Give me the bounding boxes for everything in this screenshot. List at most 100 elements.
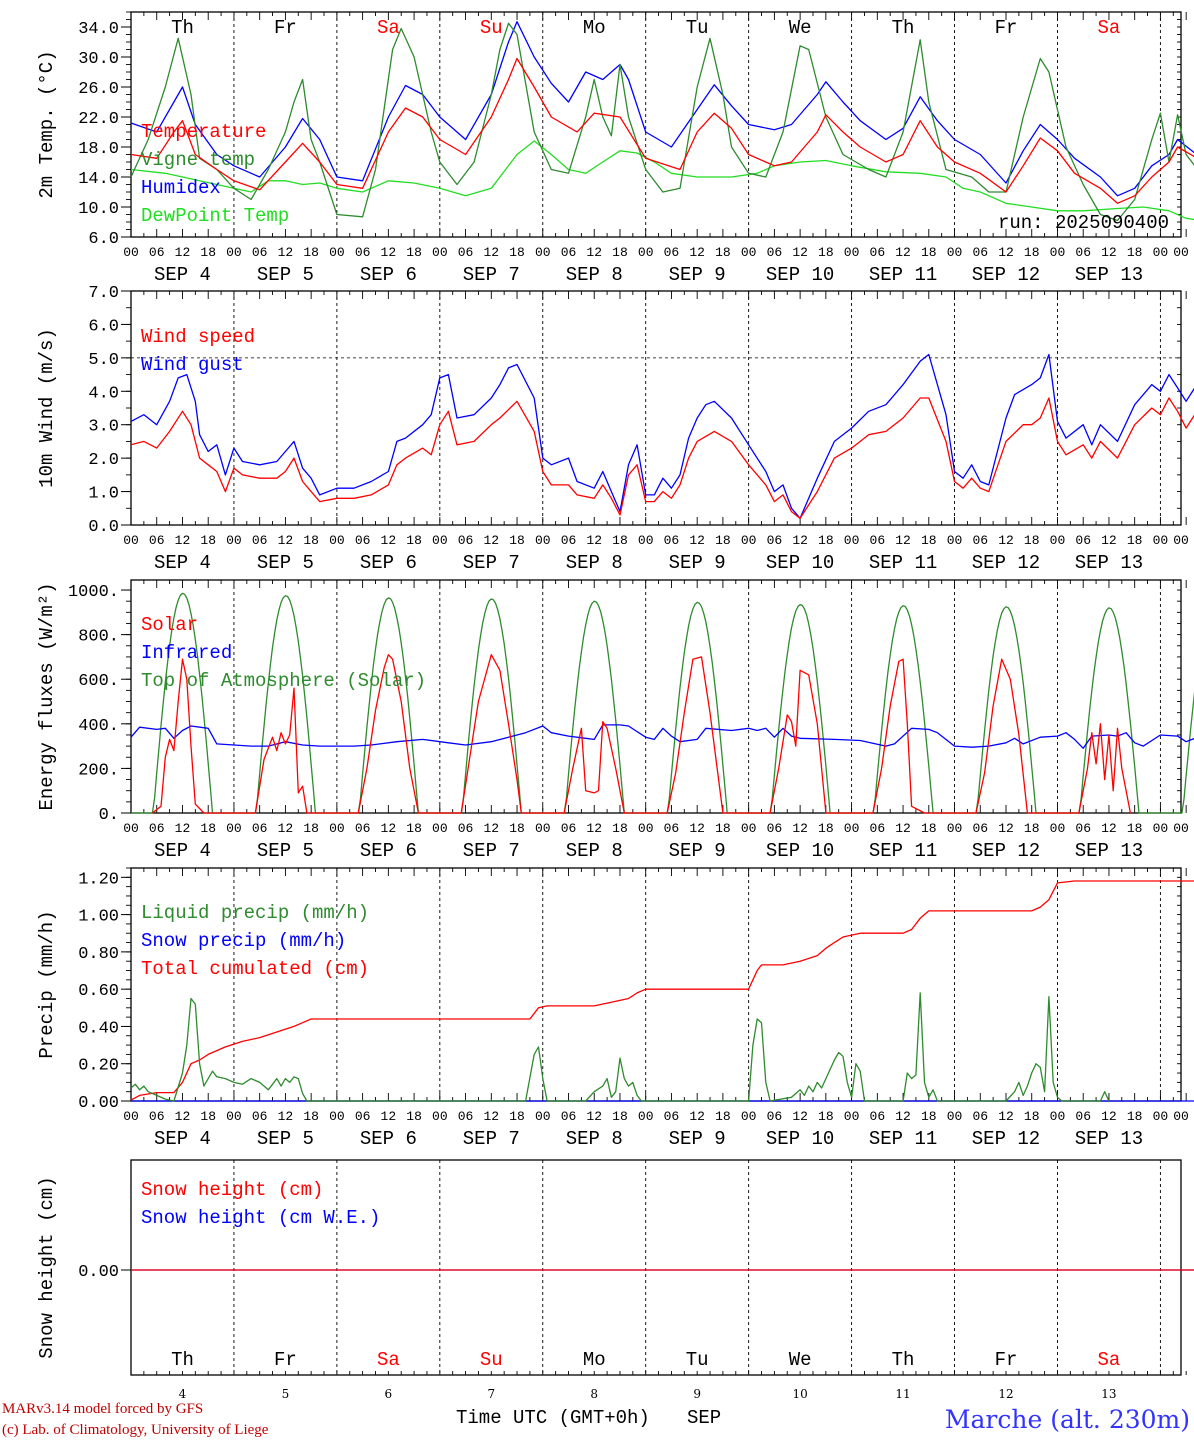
- day-name-label: Th: [892, 1349, 915, 1371]
- hour-label: 00: [1173, 533, 1189, 548]
- hour-label: 06: [355, 245, 371, 260]
- date-label: SEP 6: [360, 840, 417, 862]
- y-tick-label: 10.0: [78, 200, 119, 219]
- hour-label: 06: [972, 821, 988, 836]
- hour-label: 18: [715, 1109, 731, 1124]
- y-tick-label: 2.0: [88, 451, 119, 470]
- legend-entry: Temperature: [141, 121, 266, 143]
- hour-label: 06: [1075, 1109, 1091, 1124]
- hour-label: 18: [509, 1109, 525, 1124]
- hour-label: 00: [741, 1109, 757, 1124]
- hour-label: 00: [638, 245, 654, 260]
- legend-entry: Snow height (cm W.E.): [141, 1207, 380, 1229]
- hour-label: 00: [123, 533, 139, 548]
- hour-label: 12: [689, 533, 705, 548]
- date-label: SEP 7: [463, 552, 520, 574]
- hour-label: 06: [664, 245, 680, 260]
- hour-label: 06: [767, 821, 783, 836]
- hour-label: 18: [715, 533, 731, 548]
- series-line-dewpoint-temp: [130, 140, 1194, 221]
- hour-label: 18: [612, 533, 628, 548]
- hour-label: 18: [303, 533, 319, 548]
- hour-label: 18: [406, 821, 422, 836]
- hour-label: 06: [561, 245, 577, 260]
- hour-label: 12: [895, 1109, 911, 1124]
- hour-label: 12: [381, 821, 397, 836]
- hour-label: 06: [252, 821, 268, 836]
- hour-label: 00: [432, 245, 448, 260]
- hour-label: 00: [947, 245, 963, 260]
- hour-label: 06: [561, 1109, 577, 1124]
- run-annotation: run: 2025090400: [998, 212, 1169, 234]
- date-label: SEP 4: [154, 1128, 211, 1150]
- hour-label: 12: [278, 1109, 294, 1124]
- y-tick-label: 1.0: [88, 485, 119, 504]
- hour-label: 12: [175, 821, 191, 836]
- date-label: SEP 4: [154, 552, 211, 574]
- hour-label: 06: [870, 533, 886, 548]
- hour-label: 12: [895, 245, 911, 260]
- footer: MARv3.14 model forced by GFS (c) Lab. of…: [2, 1401, 1190, 1438]
- hour-label: 06: [149, 821, 165, 836]
- y-tick-label: 5.0: [88, 351, 119, 370]
- date-label: SEP 10: [766, 840, 834, 862]
- hour-label: 06: [355, 821, 371, 836]
- panel-4: 00 06 12 18 00 06 12 18 00 06 12 18 00 06 12 18 00 06 12 18…: [36, 867, 1194, 1150]
- hour-label: 12: [483, 245, 499, 260]
- hour-label: 06: [870, 245, 886, 260]
- hour-label: 12: [586, 1109, 602, 1124]
- day-name-label: Fr: [995, 1349, 1018, 1371]
- hour-label: 00: [226, 1109, 242, 1124]
- day-name-label: Tu: [686, 1349, 709, 1371]
- hour-label: 18: [715, 245, 731, 260]
- hour-label: 06: [972, 245, 988, 260]
- y-tick-label: 0.60: [78, 982, 119, 1001]
- date-label: SEP 8: [566, 1128, 623, 1150]
- legend-entry: DewPoint Temp: [141, 205, 289, 227]
- hour-label: 12: [792, 1109, 808, 1124]
- date-label: SEP 13: [1075, 264, 1143, 286]
- date-label: SEP 9: [669, 1128, 726, 1150]
- y-axis-label: 10m Wind (m/s): [36, 328, 58, 488]
- hour-label: 06: [355, 1109, 371, 1124]
- hour-label: 06: [1075, 821, 1091, 836]
- hour-label: 12: [586, 533, 602, 548]
- day-number: 9: [693, 1387, 701, 1401]
- hour-label: 18: [303, 245, 319, 260]
- day-name-label: Tu: [686, 17, 709, 39]
- y-tick-label: 6.0: [88, 317, 119, 336]
- date-label: SEP 7: [463, 264, 520, 286]
- y-tick-label: 400.: [78, 717, 119, 736]
- series-line-top-of-atmosphere-solar-: [131, 592, 1194, 814]
- hour-label: 18: [818, 245, 834, 260]
- date-label: SEP 10: [766, 1128, 834, 1150]
- date-label: SEP 5: [257, 840, 314, 862]
- hour-label: 06: [149, 533, 165, 548]
- hour-label: 00: [226, 533, 242, 548]
- legend-entry: Snow precip (mm/h): [141, 930, 346, 952]
- hour-label: 06: [252, 1109, 268, 1124]
- hour-label: 18: [715, 821, 731, 836]
- plot-frame: [130, 290, 1182, 526]
- legend-entry: Wind gust: [141, 354, 244, 376]
- hour-label: 00: [741, 245, 757, 260]
- date-label: SEP 8: [566, 840, 623, 862]
- y-tick-label: 30.0: [78, 50, 119, 69]
- hour-label: 00: [535, 533, 551, 548]
- day-number: 4: [179, 1387, 187, 1401]
- day-name-label: Mo: [583, 1349, 606, 1371]
- hour-label: 12: [895, 533, 911, 548]
- date-label: SEP 9: [669, 552, 726, 574]
- hour-label: 00: [123, 245, 139, 260]
- y-tick-label: 800.: [78, 628, 119, 647]
- hour-label: 00: [844, 245, 860, 260]
- hour-label: 18: [200, 821, 216, 836]
- hour-label: 00: [1050, 821, 1066, 836]
- hour-label: 18: [818, 1109, 834, 1124]
- hour-label: 18: [406, 533, 422, 548]
- day-name-label: Sa: [1098, 17, 1121, 39]
- day-name-label: Fr: [995, 17, 1018, 39]
- hour-label: 00: [329, 245, 345, 260]
- hour-label: 00: [535, 821, 551, 836]
- y-tick-label: 1.00: [78, 908, 119, 927]
